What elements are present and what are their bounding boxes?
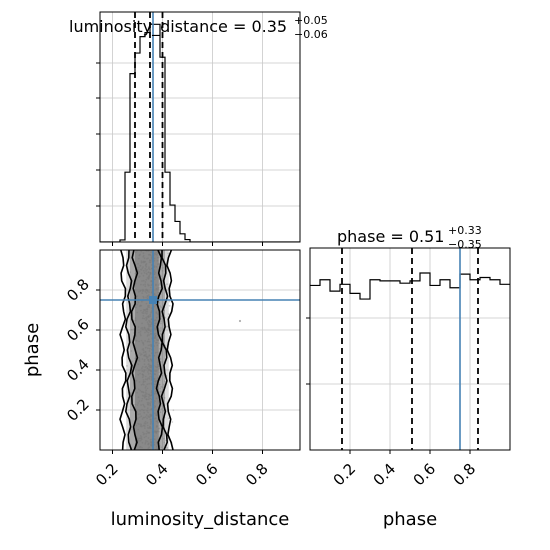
joint-ytick-label-0: 0.2 (63, 395, 93, 425)
phase-title-equals: = (385, 227, 409, 246)
joint-contour-outer-right (166, 250, 174, 450)
luminosity-distance-title-plus: +0.05 (294, 14, 328, 27)
joint-contour-middle-right (160, 250, 169, 450)
phase-histogram-steps (310, 272, 510, 300)
joint-xtick-label-1: 0.4 (142, 460, 172, 490)
phase-title-plus: +0.33 (448, 224, 482, 237)
phase-histogram-frame (309, 247, 511, 451)
phase-title: phase = 0.51 (337, 227, 444, 246)
joint-ytick-label-3: 0.8 (63, 275, 93, 305)
phase-histogram-layer (310, 248, 510, 450)
luminosity-distance-title-param: luminosity_distance (69, 17, 228, 37)
x-axis-label-luminosity-distance: luminosity_distance (111, 509, 290, 530)
phase-title-param: phase (337, 227, 385, 246)
joint-outlier-point-0 (238, 319, 242, 323)
joint-truth-marker (149, 296, 157, 304)
ph-xtick-label-1: 0.4 (370, 460, 400, 490)
joint-xtick-label-3: 0.8 (242, 460, 272, 490)
joint-xtick-label-2: 0.6 (192, 460, 222, 490)
joint-ytick-label-2: 0.6 (63, 315, 93, 345)
joint-xtick-label-0: 0.2 (92, 460, 122, 490)
luminosity-distance-histogram-layer (100, 12, 300, 242)
luminosity-distance-title-median: 0.35 (251, 17, 287, 36)
ph-xtick-label-2: 0.6 (410, 460, 440, 490)
phase-title-median: 0.51 (409, 227, 445, 246)
joint-density-shade-2 (135, 250, 159, 450)
x-axis-label-phase: phase (383, 509, 437, 530)
joint-contour-middle-left (124, 250, 133, 450)
joint-contour-outer-left (119, 250, 127, 450)
ph-xtick-label-3: 0.8 (450, 460, 480, 490)
luminosity-distance-histogram-frame (99, 11, 301, 243)
y-axis-label-phase: phase (22, 323, 43, 377)
joint-scatter-frame (99, 249, 301, 451)
joint-contour-inner-left (130, 250, 139, 450)
axis-ticks: 0.2 0.4 0.6 0.8 0.2 0.4 0.6 0.8 0.2 0.4 0.6 0.8 (63, 62, 480, 490)
ph-xtick-label-0: 0.2 (330, 460, 360, 490)
luminosity-distance-histogram-grid (100, 12, 300, 242)
joint-contour-inner-right (155, 250, 164, 450)
luminosity-distance-title-minus: −0.06 (294, 28, 328, 41)
luminosity-distance-title: luminosity_distance = 0.35 (69, 17, 287, 37)
joint-scatter-layer (100, 250, 300, 450)
luminosity-distance-histogram-steps (100, 23, 300, 242)
joint-ytick-label-1: 0.4 (63, 355, 93, 385)
luminosity-distance-title-equals: = (228, 17, 252, 36)
phase-title-minus: −0.35 (448, 238, 482, 251)
